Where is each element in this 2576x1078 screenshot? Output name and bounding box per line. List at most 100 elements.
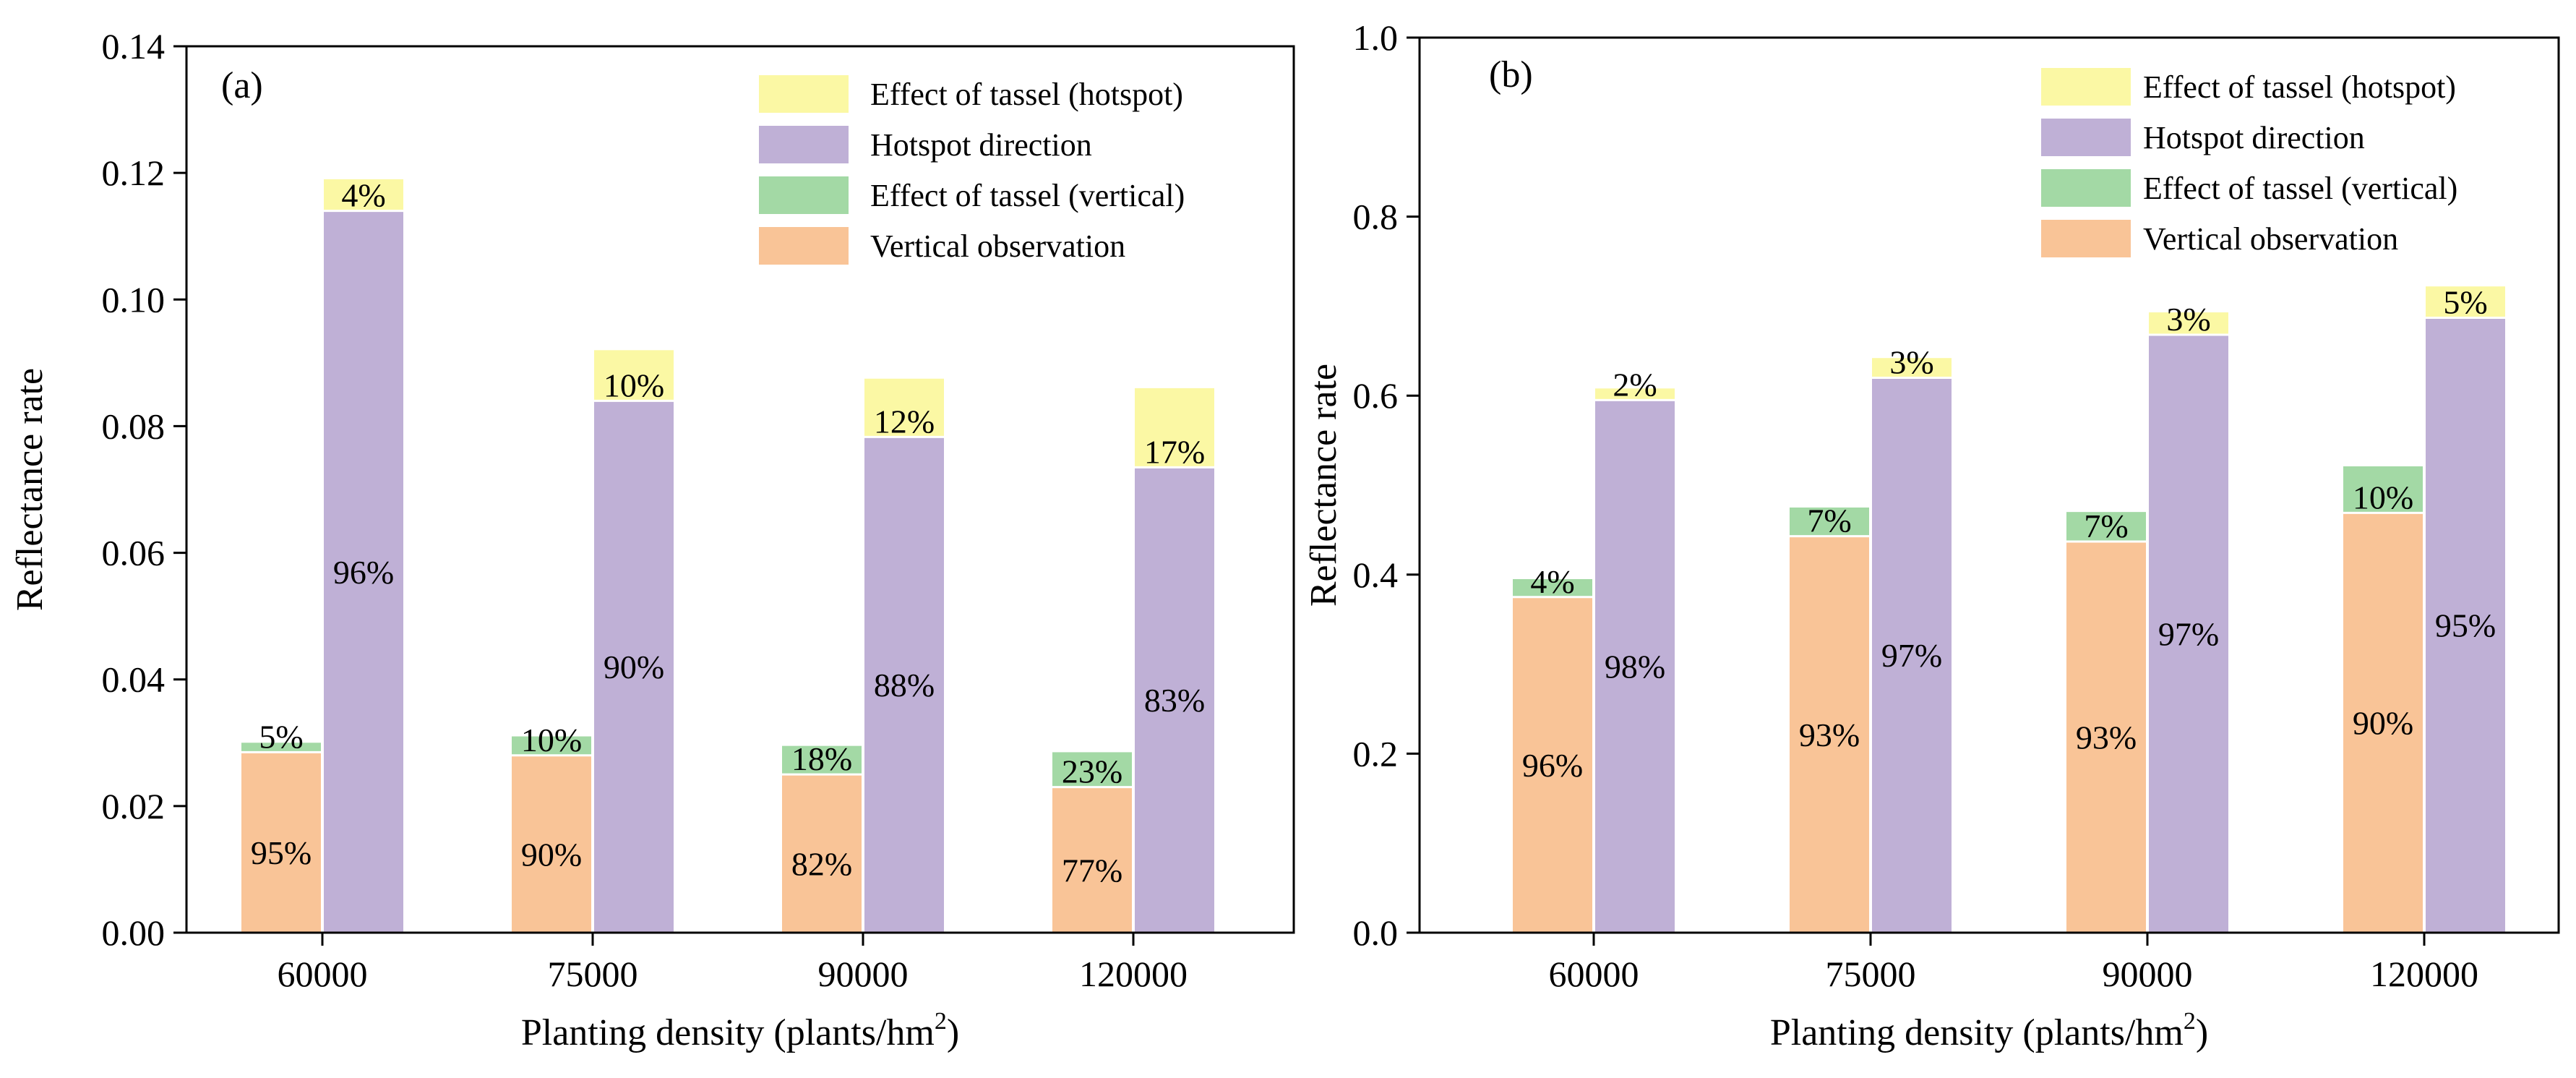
panel-a-y-tick-label: 0.12 (102, 153, 166, 193)
panel-b-x-axis-title-main: Planting density (plants/hm (1770, 1012, 2184, 1053)
panel-a-tag: (a) (221, 65, 263, 106)
panel-a-bar-vertical-tassel (1052, 752, 1132, 787)
panel-b-y-tick-label: 0.4 (1353, 555, 1399, 595)
panel-b-label-hotspot-base: 97% (2158, 616, 2219, 653)
panel-a-x-axis-title-end: ) (947, 1012, 959, 1053)
panel-b-bar-hotspot-base (2426, 317, 2505, 933)
panel-b-bar-vertical-tassel (2066, 512, 2146, 542)
panel-a-legend-label: Effect of tassel (hotspot) (870, 77, 1183, 112)
panel-a-legend-label: Vertical observation (870, 228, 1125, 264)
panel-b-legend-swatch (2041, 68, 2131, 106)
panel-a-bar-vertical-tassel (512, 736, 591, 756)
panel-b-x-axis-title: Planting density (plants/hm2) (1770, 1008, 2208, 1053)
panel-b-label-vertical-tassel: 7% (2084, 508, 2128, 544)
panel-a-legend-swatch (759, 176, 849, 214)
panel-b-x-tick-label: 120000 (2370, 954, 2478, 994)
panel-b-y-tick-label: 0.2 (1353, 733, 1399, 774)
panel-a-bar-vertical-tassel (782, 745, 862, 775)
panel-b-bar-vertical-base (1790, 536, 1869, 933)
panel-a-label-hotspot-base: 83% (1144, 682, 1205, 719)
panel-a-chart: 0.00 0.02 0.04 0.06 0.08 0.10 0.12 0.14 95% 5% 96%… (9, 26, 1295, 1053)
panel-a-y-tick-label: 0.10 (102, 279, 166, 320)
panel-a-bar-hotspot-tassel (864, 378, 944, 437)
panel-a-label-hotspot-tassel: 17% (1144, 433, 1205, 470)
panel-b-x-tick-label: 60000 (1549, 954, 1639, 994)
panel-b-legend-label: Effect of tassel (hotspot) (2143, 69, 2456, 105)
panel-a-y-tick-label: 0.08 (102, 406, 166, 446)
panel-b-bar-vertical-tassel (2343, 466, 2423, 513)
panel-b-bar-hotspot-base (1872, 377, 1952, 933)
panel-a-bar-hotspot-tassel (594, 350, 674, 401)
panel-b-label-vertical-base: 96% (1522, 747, 1583, 784)
panel-a-bar-vertical-base (512, 755, 591, 933)
panel-a-bar-hotspot-tassel (1135, 388, 1214, 468)
panel-a-label-vertical-tassel: 18% (791, 740, 852, 777)
panel-b-x-axis-title-sup: 2 (2184, 1008, 2196, 1035)
panel-b-chart: 0.0 0.2 0.4 0.6 0.8 1.0 96% 4% 98% 2% 60000 93% 7% 97… (1303, 17, 2560, 1053)
panel-a-bar-vertical-tassel (241, 743, 321, 753)
panel-a-legend-swatch (759, 126, 849, 163)
panel-a-x-axis-title-sup: 2 (935, 1008, 947, 1035)
panel-a-bar-hotspot-tassel (324, 179, 403, 211)
panel-b-label-hotspot-tassel: 2% (1613, 366, 1657, 403)
panel-a-legend-label: Hotspot direction (870, 127, 1092, 163)
panel-b-plot-frame (1418, 36, 2560, 934)
panel-a-label-vertical-base: 90% (521, 836, 582, 873)
panel-a-bar-vertical-base (241, 752, 321, 933)
panel-a-label-hotspot-tassel: 4% (341, 177, 385, 214)
panel-b-label-vertical-base: 93% (1799, 716, 1860, 753)
panel-a-label-vertical-base: 95% (251, 834, 312, 871)
panel-a-bar-vertical-base (782, 774, 862, 933)
panel-b-label-hotspot-base: 98% (1605, 649, 1665, 685)
panel-a-label-vertical-base: 82% (791, 846, 852, 883)
panel-b-bar-hotspot-tassel (2426, 286, 2505, 318)
panel-a-label-vertical-tassel: 10% (521, 722, 582, 758)
panel-a-x-tick-label: 90000 (818, 954, 909, 994)
panel-a-label-hotspot-base: 96% (333, 554, 394, 591)
panel-b-label-vertical-base: 90% (2353, 705, 2413, 742)
panel-b-legend-label: Vertical observation (2143, 221, 2398, 257)
panel-a-legend-swatch (759, 227, 849, 265)
panel-a-label-vertical-base: 77% (1062, 852, 1122, 889)
panel-b-label-hotspot-tassel: 3% (2166, 301, 2210, 338)
panel-b-label-hotspot-base: 97% (1881, 637, 1942, 674)
panel-b-legend-swatch (2041, 119, 2131, 156)
panel-b-label-hotspot-base: 95% (2435, 607, 2496, 644)
panel-a-label-hotspot-tassel: 10% (604, 367, 664, 403)
panel-b-bar-hotspot-tassel (1595, 388, 1675, 401)
panel-b-y-tick-label: 0.6 (1353, 375, 1399, 416)
panel-a-bar-hotspot-base (324, 210, 403, 933)
panel-a-label-hotspot-base: 90% (604, 649, 664, 685)
panel-a-bar-hotspot-base (1135, 467, 1214, 933)
panel-b-y-tick-label: 0.0 (1353, 912, 1399, 953)
panel-b-label-vertical-base: 93% (2076, 719, 2137, 756)
panel-b-bar-hotspot-base (1595, 400, 1675, 933)
panel-b-label-hotspot-tassel: 5% (2443, 283, 2487, 320)
panel-b-legend-label: Effect of tassel (vertical) (2143, 171, 2457, 206)
panel-b-x-tick-label: 75000 (1826, 954, 1916, 994)
panel-a-x-tick-label: 60000 (278, 954, 368, 994)
panel-b-legend-swatch (2041, 220, 2131, 257)
panel-a-label-vertical-tassel: 23% (1062, 753, 1122, 790)
panel-b-bar-vertical-tassel (1790, 507, 1869, 536)
panel-a-y-tick-label: 0.06 (102, 533, 166, 573)
panel-a-x-tick-label: 120000 (1079, 954, 1188, 994)
panel-a-bar-hotspot-base (594, 401, 674, 933)
panel-b-bar-hotspot-base (2149, 335, 2228, 933)
panel-a-legend-label: Effect of tassel (vertical) (870, 178, 1185, 213)
panel-a-y-tick-label: 0.00 (102, 912, 166, 953)
panel-a-plot-frame (185, 45, 1295, 934)
panel-b-x-axis-title-end: ) (2196, 1012, 2208, 1053)
panel-a-bar-vertical-base (1052, 787, 1132, 933)
panel-a-label-hotspot-tassel: 12% (874, 403, 935, 440)
panel-b-bar-vertical-tassel (1513, 578, 1592, 597)
panel-a-x-tick-label: 75000 (548, 954, 638, 994)
panel-b-y-axis-title: Reflectance rate (1303, 364, 1344, 607)
panel-b-bar-vertical-base (1513, 596, 1592, 933)
panel-b-label-vertical-tassel: 10% (2353, 479, 2413, 516)
panel-b-label-vertical-tassel: 7% (1807, 502, 1851, 539)
panel-a-y-axis-title: Reflectance rate (9, 368, 51, 611)
panel-a-x-axis-title: Planting density (plants/hm2) (521, 1008, 959, 1053)
panel-a-y-tick-label: 0.14 (102, 26, 166, 67)
